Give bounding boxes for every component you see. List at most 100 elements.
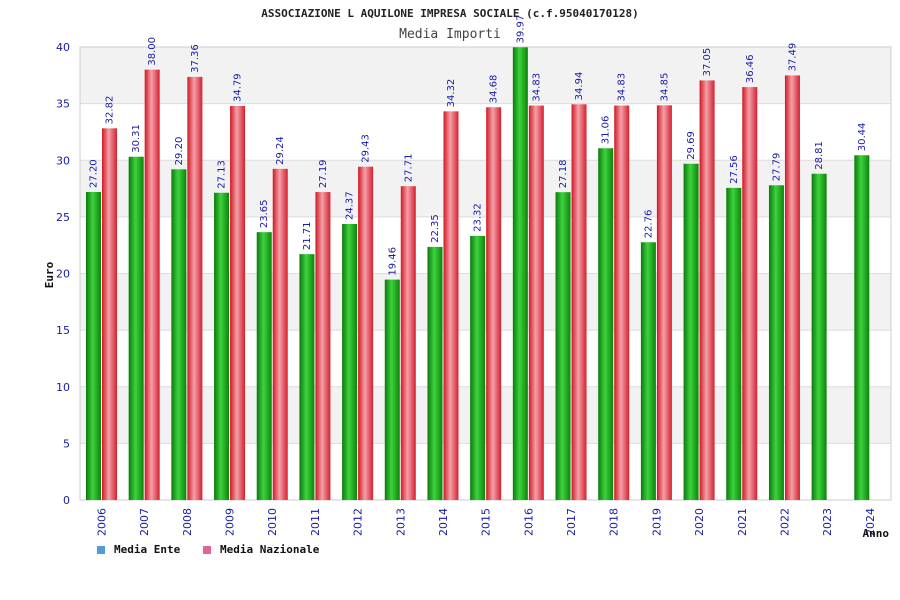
bar-media-ente — [811, 173, 827, 500]
bar-media-nazionale — [656, 105, 672, 500]
plot-border — [79, 46, 892, 501]
data-label: 23.65 — [259, 200, 270, 229]
bar-media-ente — [427, 246, 443, 500]
bar-media-ente — [86, 191, 101, 500]
bar-media-ente — [640, 242, 656, 501]
data-label: 29.69 — [686, 131, 697, 160]
x-tick-label: 2006 — [96, 508, 109, 536]
x-tick-label: 2024 — [864, 508, 877, 536]
data-label: 22.35 — [430, 214, 441, 243]
legend-swatch-media-ente — [97, 546, 105, 554]
bar-media-ente — [299, 254, 315, 500]
chart-title: ASSOCIAZIONE L AQUILONE IMPRESA SOCIALE … — [261, 7, 639, 20]
x-tick-label: 2020 — [693, 508, 706, 536]
bar-media-ente — [854, 155, 870, 500]
x-tick-label: 2014 — [437, 508, 450, 536]
data-label: 27.56 — [729, 155, 740, 184]
x-tick-label: 2017 — [565, 508, 578, 536]
legend-swatch-media-nazionale — [203, 546, 211, 554]
data-label: 34.32 — [446, 79, 457, 108]
data-label: 36.46 — [745, 54, 756, 83]
bar-media-ente — [171, 169, 187, 500]
bar-media-nazionale — [187, 76, 203, 500]
bar-media-nazionale — [315, 192, 331, 501]
bar-media-ente — [726, 187, 742, 500]
legend: Media Ente Media Nazionale — [97, 543, 320, 556]
bar-media-ente — [768, 185, 784, 500]
bar-media-nazionale — [443, 111, 459, 501]
y-axis: 0 5 10 15 20 25 30 35 40 — [56, 41, 70, 507]
bar-media-ente — [128, 156, 144, 500]
bar-media-nazionale — [528, 105, 544, 501]
data-label: 37.49 — [787, 43, 798, 72]
legend-label-media-ente: Media Ente — [114, 543, 181, 556]
y-tick-label: 20 — [56, 268, 70, 281]
y-tick-label: 0 — [63, 494, 70, 507]
data-label: 27.13 — [217, 160, 228, 189]
x-tick-label: 2011 — [309, 508, 322, 536]
data-label: 22.76 — [643, 210, 654, 239]
bar-media-nazionale — [230, 106, 246, 501]
data-label: 30.44 — [857, 123, 868, 152]
y-tick-label: 15 — [56, 324, 70, 337]
bar-media-ente — [470, 235, 486, 500]
bar-media-ente — [555, 192, 571, 500]
x-tick-label: 2016 — [522, 508, 535, 536]
bar-media-ente — [512, 47, 528, 500]
x-tick-label: 2021 — [736, 508, 749, 536]
data-label: 27.19 — [318, 159, 329, 188]
y-tick-label: 40 — [56, 41, 70, 54]
x-tick-label: 2013 — [394, 508, 407, 536]
bar-media-nazionale — [144, 69, 160, 501]
bar-media-nazionale — [272, 168, 288, 500]
data-label: 34.83 — [617, 73, 628, 102]
bar-media-ente — [384, 279, 400, 500]
x-tick-label: 2023 — [821, 508, 834, 536]
data-label: 19.46 — [387, 247, 398, 276]
y-tick-label: 35 — [56, 98, 70, 111]
bar-media-nazionale — [486, 107, 502, 501]
x-tick-label: 2019 — [650, 508, 663, 536]
data-label: 30.31 — [131, 124, 142, 153]
y-axis-title: Euro — [43, 261, 56, 288]
bar-media-ente — [214, 192, 230, 500]
data-labels-group: 27.20 30.31 29.20 27.13 23.65 21.71 24.37 19.46… — [89, 15, 868, 276]
bar-media-nazionale — [784, 75, 800, 500]
bars-group — [86, 47, 870, 501]
data-label: 37.05 — [702, 48, 713, 77]
bar-media-ente — [598, 148, 614, 501]
data-label: 29.20 — [174, 137, 185, 166]
data-label: 34.83 — [531, 73, 542, 102]
x-axis-title: Anno — [863, 527, 890, 540]
x-tick-label: 2022 — [778, 508, 791, 536]
data-label: 21.71 — [302, 221, 313, 250]
data-label: 34.68 — [489, 75, 500, 104]
y-tick-label: 25 — [56, 211, 70, 224]
legend-label-media-nazionale: Media Nazionale — [220, 543, 320, 556]
x-tick-label: 2009 — [224, 508, 237, 536]
y-tick-label: 10 — [56, 381, 70, 394]
bar-media-nazionale — [400, 186, 416, 500]
bar-media-nazionale — [742, 87, 758, 500]
data-label: 29.24 — [275, 136, 286, 165]
data-label: 34.94 — [574, 72, 585, 101]
data-label: 37.36 — [190, 44, 201, 73]
bar-media-nazionale — [571, 104, 587, 500]
x-tick-label: 2010 — [266, 508, 279, 536]
bar-media-nazionale — [614, 105, 630, 501]
data-label: 27.71 — [403, 154, 414, 183]
y-tick-label: 30 — [56, 154, 70, 167]
data-label: 24.37 — [345, 191, 356, 220]
data-label: 27.79 — [771, 153, 782, 182]
data-label: 28.81 — [814, 141, 825, 170]
data-label: 27.18 — [558, 160, 569, 189]
y-tick-label: 5 — [63, 437, 70, 450]
x-tick-label: 2007 — [138, 508, 151, 536]
data-label: 39.97 — [515, 15, 526, 44]
x-tick-label: 2018 — [608, 508, 621, 536]
bar-media-ente — [342, 224, 358, 500]
x-tick-label: 2012 — [352, 508, 365, 536]
data-label: 34.85 — [659, 73, 670, 102]
data-label: 23.32 — [473, 203, 484, 232]
